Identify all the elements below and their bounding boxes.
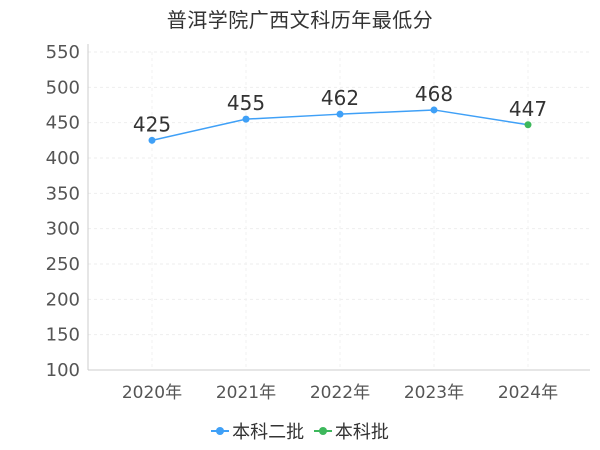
legend-label-series-1: 本科批 — [334, 422, 389, 443]
series-line-segment — [433, 109, 529, 126]
series-lines — [151, 109, 529, 142]
x-tick-label: 2020年 — [122, 383, 182, 403]
data-point[interactable] — [430, 106, 438, 114]
legend: 本科二批 本科批 — [0, 418, 600, 444]
y-tick-label: 350 — [46, 183, 80, 204]
data-label: 462 — [321, 86, 359, 110]
x-tick-label: 2022年 — [310, 383, 370, 403]
data-point[interactable] — [336, 110, 344, 118]
y-tick-label: 100 — [46, 360, 80, 381]
axes — [87, 44, 590, 371]
x-tick-label: 2023年 — [404, 383, 464, 403]
legend-swatch-series-0 — [211, 425, 230, 437]
x-tick-label: 2024年 — [498, 383, 558, 403]
y-tick-label: 150 — [46, 325, 80, 346]
y-tick-label: 450 — [46, 113, 80, 134]
data-labels: 425 455 462 468 447 — [133, 82, 547, 136]
data-label: 447 — [509, 97, 547, 121]
y-tick-labels: 100 150 200 250 300 350 400 450 500 550 — [46, 42, 80, 381]
y-tick-label: 500 — [46, 77, 80, 98]
legend-item-series-1[interactable]: 本科批 — [313, 418, 389, 444]
x-tick-label: 2021年 — [216, 383, 276, 403]
chart-title: 普洱学院广西文科历年最低分 — [166, 8, 434, 32]
grid-lines — [88, 51, 590, 370]
legend-label-series-0: 本科二批 — [232, 422, 305, 443]
data-point[interactable] — [242, 115, 250, 123]
x-tick-labels: 2020年 2021年 2022年 2023年 2024年 — [122, 383, 558, 403]
data-point[interactable] — [524, 121, 532, 129]
legend-swatch-series-1 — [313, 425, 332, 437]
data-label: 455 — [227, 91, 265, 115]
legend-item-series-0[interactable]: 本科二批 — [211, 418, 304, 444]
y-tick-label: 250 — [46, 254, 80, 275]
series-line-segment — [339, 109, 435, 115]
series-line-segment — [245, 113, 341, 120]
data-points — [148, 106, 532, 144]
data-label: 468 — [415, 82, 453, 106]
y-tick-label: 300 — [46, 219, 80, 240]
y-tick-label: 550 — [46, 42, 80, 63]
y-tick-label: 200 — [46, 289, 80, 310]
data-label: 425 — [133, 112, 171, 136]
data-point[interactable] — [148, 136, 156, 144]
y-tick-label: 400 — [46, 148, 80, 169]
series-line-segment — [151, 118, 247, 142]
